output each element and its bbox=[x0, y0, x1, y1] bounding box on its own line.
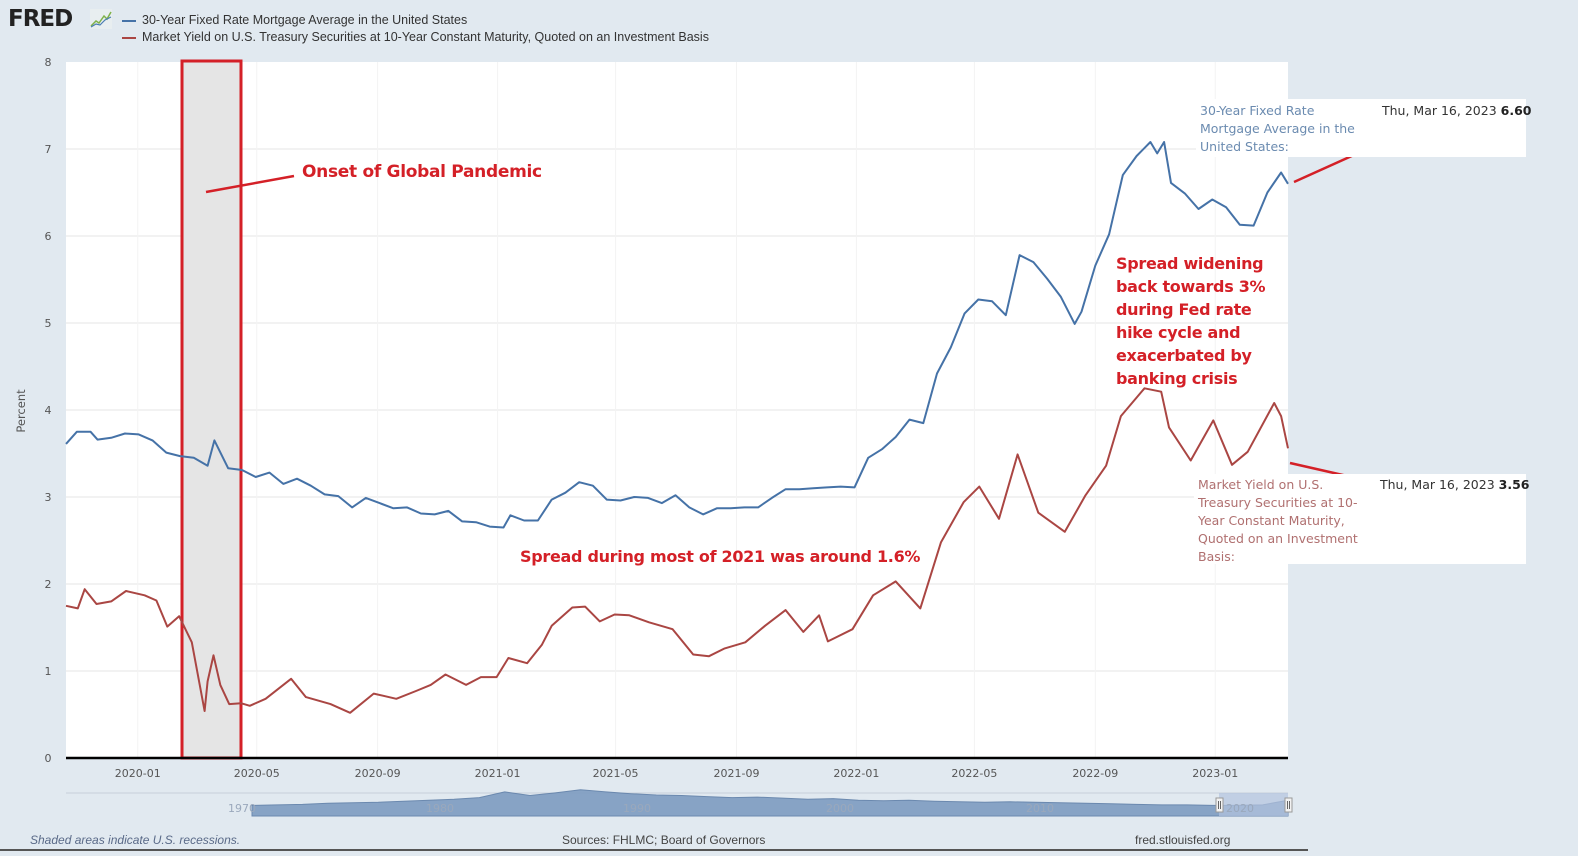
tooltip-mortgage-series-name: 30-Year Fixed Rate Mortgage Average in t… bbox=[1200, 103, 1355, 154]
y-axis-label: Percent bbox=[14, 389, 28, 433]
recession-note: Shaded areas indicate U.S. recessions. bbox=[30, 833, 241, 847]
annotation-spread-2021: Spread during most of 2021 was around 1.… bbox=[520, 547, 921, 566]
navigator-selected-range[interactable] bbox=[1219, 793, 1288, 816]
fred-logo[interactable]: FRED bbox=[8, 6, 73, 32]
series-lines bbox=[65, 141, 1289, 714]
tooltip-mortgage-date-value: Thu, Mar 16, 2023 6.60 bbox=[1382, 102, 1531, 120]
bottom-divider bbox=[0, 849, 1308, 851]
legend-item-treasury[interactable]: Market Yield on U.S. Treasury Securities… bbox=[122, 29, 709, 46]
x-axis-ticks: 2020-01 2020-05 2020-09 2021-01 2021-05 2021-… bbox=[115, 767, 1238, 780]
navigator-year-label: 1990 bbox=[623, 802, 651, 815]
y-tick-label: 4 bbox=[45, 404, 52, 417]
tooltip-treasury-series-name: Market Yield on U.S. Treasury Securities… bbox=[1198, 477, 1358, 564]
legend-swatch-treasury bbox=[122, 36, 136, 39]
navigator-year-label: 2010 bbox=[1026, 802, 1054, 815]
recession-shading bbox=[180, 59, 243, 760]
legend-label-treasury: Market Yield on U.S. Treasury Securities… bbox=[142, 30, 709, 44]
y-tick-label: 5 bbox=[45, 317, 52, 330]
x-tick-label: 2020-05 bbox=[234, 767, 280, 780]
y-axis-ticks: 0 1 2 3 4 5 6 7 8 bbox=[45, 56, 52, 765]
y-tick-label: 2 bbox=[45, 578, 52, 591]
x-tick-label: 2023-01 bbox=[1192, 767, 1238, 780]
recession-band bbox=[182, 62, 241, 758]
fred-site-link[interactable]: fred.stlouisfed.org bbox=[1135, 833, 1231, 847]
tooltip-treasury-value: 3.56 bbox=[1498, 477, 1530, 492]
x-tick-label: 2022-01 bbox=[833, 767, 879, 780]
tooltip-mortgage-value: 6.60 bbox=[1500, 103, 1532, 118]
tooltip-treasury-date-value: Thu, Mar 16, 2023 3.56 bbox=[1380, 476, 1529, 494]
trend-line-chart-icon bbox=[90, 9, 112, 29]
series-line-mortgage[interactable] bbox=[65, 141, 1289, 529]
x-tick-label: 2021-05 bbox=[593, 767, 639, 780]
x-tick-label: 2021-09 bbox=[713, 767, 759, 780]
navigator-year-label: 1970 bbox=[228, 802, 256, 815]
navigator-year-label: 2000 bbox=[826, 802, 854, 815]
tooltip-treasury-date: Thu, Mar 16, 2023 bbox=[1380, 477, 1495, 492]
tooltip-mortgage: 30-Year Fixed Rate Mortgage Average in t… bbox=[1196, 99, 1531, 157]
x-tick-label: 2022-09 bbox=[1072, 767, 1118, 780]
x-tick-label: 2021-01 bbox=[475, 767, 521, 780]
legend-item-mortgage[interactable]: 30-Year Fixed Rate Mortgage Average in t… bbox=[122, 12, 709, 29]
legend-label-mortgage: 30-Year Fixed Rate Mortgage Average in t… bbox=[142, 13, 468, 27]
navigator-year-labels: 1970 1980 1990 2000 2010 2020 bbox=[228, 802, 1254, 815]
y-tick-label: 3 bbox=[45, 491, 52, 504]
tooltip-treasury: Market Yield on U.S. Treasury Securities… bbox=[1194, 474, 1529, 564]
y-tick-label: 8 bbox=[45, 56, 52, 69]
sources: Sources: FHLMC; Board of Governors bbox=[562, 833, 766, 847]
y-tick-label: 1 bbox=[45, 665, 52, 678]
pandemic-pointer-line bbox=[205, 174, 295, 194]
navigator-handle-left[interactable] bbox=[1215, 797, 1224, 813]
y-tick-label: 0 bbox=[45, 752, 52, 765]
x-tick-label: 2020-09 bbox=[355, 767, 401, 780]
navigator-year-label: 1980 bbox=[426, 802, 454, 815]
navigator-year-label: 2020 bbox=[1226, 802, 1254, 815]
legend: 30-Year Fixed Rate Mortgage Average in t… bbox=[122, 12, 709, 46]
x-tick-label: 2020-01 bbox=[115, 767, 161, 780]
annotation-pandemic: Onset of Global Pandemic bbox=[302, 162, 542, 182]
range-navigator[interactable]: 1970 1980 1990 2000 2010 2020 bbox=[66, 789, 1293, 817]
y-tick-label: 6 bbox=[45, 230, 52, 243]
navigator-handle-right[interactable] bbox=[1284, 797, 1293, 813]
navigator-area bbox=[251, 789, 1289, 817]
tooltip-mortgage-date: Thu, Mar 16, 2023 bbox=[1382, 103, 1497, 118]
x-tick-label: 2022-05 bbox=[951, 767, 997, 780]
y-tick-label: 7 bbox=[45, 143, 52, 156]
legend-swatch-mortgage bbox=[122, 19, 136, 22]
annotation-spread-widening: Spread widening back towards 3% during F… bbox=[1116, 254, 1266, 388]
